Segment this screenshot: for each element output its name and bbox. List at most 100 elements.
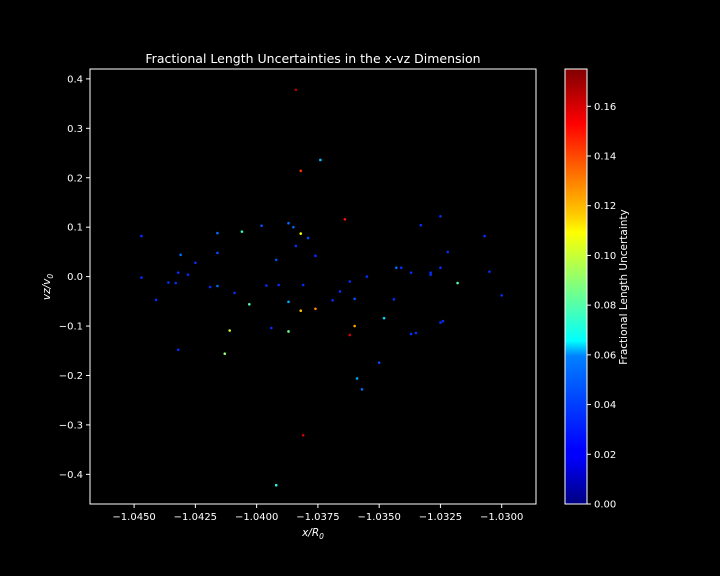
data-point bbox=[314, 254, 317, 258]
data-point bbox=[353, 297, 356, 301]
data-point bbox=[409, 332, 413, 336]
data-point bbox=[194, 261, 197, 265]
data-point bbox=[140, 234, 143, 238]
data-point bbox=[176, 271, 180, 274]
data-point bbox=[306, 236, 310, 240]
colorbar-gradient bbox=[564, 68, 588, 505]
data-point bbox=[395, 266, 398, 270]
x-axis-label-main: x/R bbox=[301, 527, 319, 539]
data-point bbox=[247, 303, 251, 306]
data-point bbox=[331, 299, 334, 302]
x-tick-label: −1.0300 bbox=[480, 512, 523, 523]
data-point bbox=[456, 281, 459, 285]
data-point bbox=[483, 234, 486, 238]
data-point bbox=[240, 230, 244, 233]
colorbar-tick-label: 0.12 bbox=[594, 201, 616, 212]
data-point bbox=[360, 388, 364, 391]
data-point bbox=[294, 244, 298, 248]
data-point bbox=[270, 326, 273, 330]
data-point bbox=[186, 273, 190, 276]
data-point bbox=[500, 294, 503, 297]
y-tick-label: −0.4 bbox=[59, 470, 83, 481]
x-tick-label: −1.0325 bbox=[419, 512, 462, 523]
x-axis-label-subscript: 0 bbox=[319, 532, 324, 541]
x-tick-label: −1.0375 bbox=[296, 512, 339, 523]
plot-area: −1.0450 −1.0425 −1.0400 −1.0375 −1.0350 −1.03… bbox=[59, 68, 537, 523]
data-point bbox=[174, 281, 178, 285]
data-point bbox=[353, 324, 356, 328]
x-tick-label: −1.0450 bbox=[112, 512, 155, 523]
colorbar-tick-label: 0.16 bbox=[594, 102, 616, 113]
colorbar-tick-label: 0.14 bbox=[594, 152, 616, 163]
colorbar-label: Fractional Length Uncertainty bbox=[618, 209, 630, 365]
data-point bbox=[287, 221, 290, 225]
colorbar-tick-label: 0.02 bbox=[594, 450, 616, 461]
data-point bbox=[314, 307, 317, 311]
data-point bbox=[355, 377, 359, 380]
data-point bbox=[343, 217, 347, 221]
colorbar-tick-label: 0.04 bbox=[594, 400, 616, 411]
colorbar-tick-label: 0.00 bbox=[594, 500, 616, 511]
data-point bbox=[348, 280, 352, 283]
data-point bbox=[176, 348, 180, 352]
y-axis-label-main: vz/v bbox=[41, 278, 53, 300]
y-axis-ticks: −0.4 −0.3 −0.2 −0.1 0.0 0.1 0.2 0.3 0.4 bbox=[59, 74, 90, 481]
chart-title: Fractional Length Uncertainties in the x… bbox=[145, 51, 480, 66]
data-point bbox=[348, 333, 352, 337]
data-point bbox=[365, 275, 369, 278]
data-point bbox=[233, 291, 236, 295]
data-point bbox=[382, 316, 386, 320]
y-tick-label: 0.0 bbox=[67, 272, 83, 283]
data-point bbox=[441, 319, 445, 323]
x-tick-label: −1.0425 bbox=[174, 512, 217, 523]
data-points bbox=[140, 88, 503, 487]
data-point bbox=[301, 283, 305, 287]
data-point bbox=[140, 276, 143, 279]
data-point bbox=[299, 169, 303, 173]
data-point bbox=[287, 300, 290, 304]
y-tick-label: −0.2 bbox=[59, 371, 83, 382]
data-point bbox=[216, 231, 219, 235]
x-axis-ticks: −1.0450 −1.0425 −1.0400 −1.0375 −1.0350 −1.03… bbox=[112, 504, 523, 523]
data-point bbox=[429, 271, 432, 274]
data-point bbox=[419, 223, 423, 227]
data-point bbox=[392, 298, 396, 301]
y-tick-label: 0.1 bbox=[67, 223, 83, 234]
data-point bbox=[265, 284, 268, 287]
data-point bbox=[429, 273, 432, 276]
data-point bbox=[179, 253, 182, 257]
y-axis-label-subscript: 0 bbox=[46, 274, 55, 279]
data-point bbox=[414, 331, 418, 335]
data-point bbox=[216, 251, 219, 255]
data-point bbox=[399, 266, 403, 270]
data-point bbox=[409, 271, 413, 274]
data-point bbox=[439, 266, 442, 270]
colorbar-tick-label: 0.10 bbox=[594, 251, 616, 262]
data-point bbox=[216, 284, 219, 288]
y-tick-label: 0.3 bbox=[67, 124, 83, 135]
data-point bbox=[274, 258, 278, 262]
colorbar-tick-label: 0.06 bbox=[594, 350, 616, 361]
x-tick-label: −1.0400 bbox=[235, 512, 278, 523]
data-point bbox=[439, 215, 442, 218]
data-point bbox=[274, 483, 278, 487]
data-point bbox=[208, 285, 212, 289]
x-tick-label: −1.0350 bbox=[357, 512, 400, 523]
plot-frame bbox=[89, 68, 537, 505]
y-tick-label: 0.4 bbox=[67, 74, 83, 85]
y-axis-label: vz/v0 bbox=[41, 274, 55, 300]
data-point bbox=[260, 224, 263, 227]
data-point bbox=[167, 281, 170, 284]
y-tick-label: −0.3 bbox=[59, 420, 83, 431]
data-point bbox=[439, 321, 442, 324]
data-point bbox=[223, 352, 227, 356]
data-point bbox=[488, 270, 491, 273]
data-point bbox=[277, 283, 280, 287]
data-point bbox=[287, 330, 290, 333]
data-point bbox=[228, 329, 231, 332]
data-point bbox=[301, 433, 305, 437]
data-point bbox=[319, 158, 322, 162]
data-point bbox=[446, 250, 450, 254]
colorbar-tick-label: 0.08 bbox=[594, 301, 616, 312]
